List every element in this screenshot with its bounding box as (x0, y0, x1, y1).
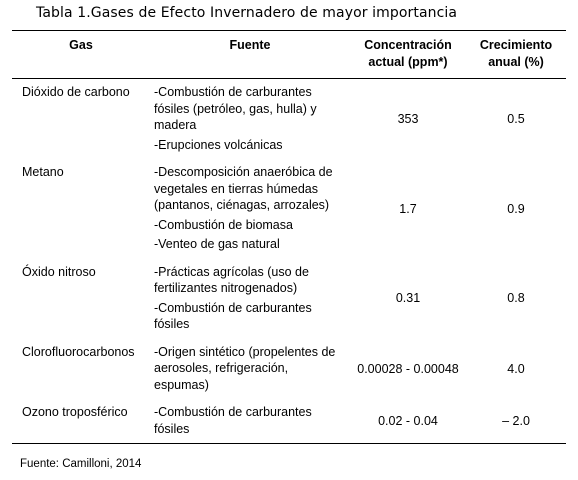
table-row: Metano -Descomposición anaeróbica de vege… (12, 159, 566, 259)
header-gas: Gas (69, 38, 93, 52)
concentration-cell: 1.7 (399, 201, 417, 216)
table-body: Dióxido de carbono -Combustión de carbura… (12, 79, 566, 444)
concentration-cell: 0.31 (395, 291, 421, 306)
source-cell: -Combustión de carburantes fósiles (petr… (150, 79, 350, 160)
source-note: Fuente: Camilloni, 2014 (20, 458, 142, 470)
gas-name-cell: Ozono troposférico (22, 405, 128, 419)
growth-cell: 0.5 (507, 111, 525, 126)
table-row: Dióxido de carbono -Combustión de carbura… (12, 79, 566, 160)
table-header-row: Gas Fuente Concentración actual (ppm*) C… (12, 30, 566, 79)
source-item: -Prácticas agrícolas (uso de fertilizant… (154, 264, 309, 296)
source-cell: -Origen sintético (propelentes de aeroso… (150, 339, 350, 400)
table-row: Ozono troposférico -Combustión de carbura… (12, 399, 566, 444)
table-container: Gas Fuente Concentración actual (ppm*) C… (12, 30, 566, 444)
source-item: -Origen sintético (propelentes de aeroso… (154, 344, 336, 392)
concentration-cell: 0.00028 - 0.00048 (357, 361, 459, 376)
source-cell: -Prácticas agrícolas (uso de fertilizant… (150, 259, 350, 339)
table-row: Clorofluorocarbonos -Origen sintético (pr… (12, 339, 566, 400)
gas-name-cell: Dióxido de carbono (22, 85, 130, 99)
growth-cell: 0.9 (507, 201, 525, 216)
source-item: -Combustión de carburantes fósiles (154, 300, 312, 332)
source-item: -Combustión de biomasa (154, 217, 293, 232)
gas-name-cell: Metano (22, 165, 64, 179)
growth-cell: 0.8 (507, 291, 525, 306)
table-row: Óxido nitroso -Prácticas agrícolas (uso d… (12, 259, 566, 339)
growth-cell: 4.0 (507, 361, 525, 376)
greenhouse-gases-table: Gas Fuente Concentración actual (ppm*) C… (12, 30, 566, 444)
source-item: -Combustión de carburantes fósiles (petr… (154, 85, 317, 132)
source-item: -Venteo de gas natural (154, 237, 280, 251)
table-caption: Tabla 1.Gases de Efecto Invernadero de m… (36, 5, 458, 21)
header-source: Fuente (229, 38, 271, 52)
gas-name-cell: Óxido nitroso (22, 264, 96, 279)
source-item: -Erupciones volcánicas (154, 137, 283, 152)
header-concentration: Concentración actual (ppm*) (364, 38, 452, 69)
source-cell: -Descomposición anaeróbica de vegetales … (150, 159, 350, 259)
source-cell: -Combustión de carburantes fósiles (150, 399, 350, 444)
source-item: -Combustión de carburantes fósiles (154, 405, 312, 436)
header-growth: Crecimiento anual (%) (479, 38, 553, 69)
concentration-cell: 0.02 - 0.04 (378, 413, 438, 428)
concentration-cell: 353 (397, 111, 419, 126)
gas-name-cell: Clorofluorocarbonos (22, 344, 135, 359)
source-item: -Descomposición anaeróbica de vegetales … (154, 165, 333, 212)
growth-cell: – 2.0 (502, 413, 530, 428)
